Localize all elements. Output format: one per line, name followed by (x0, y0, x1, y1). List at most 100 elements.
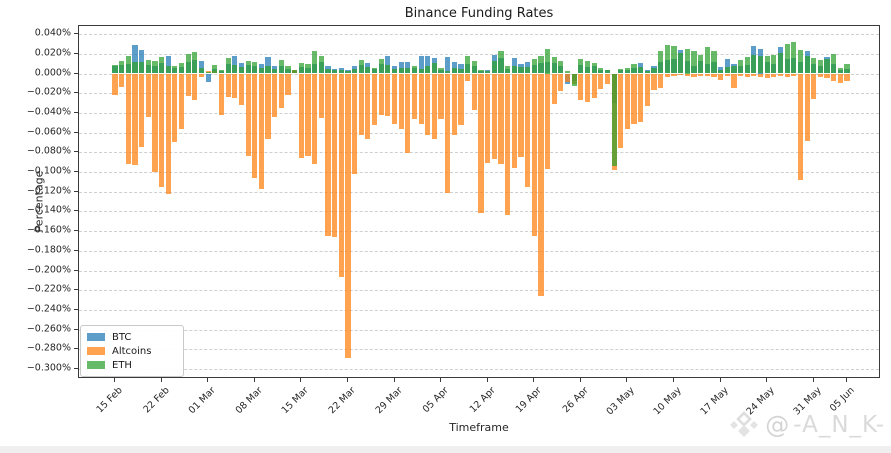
altcoins-bar (351, 73, 358, 174)
altcoins-bar (811, 73, 817, 100)
eth-bar (238, 66, 245, 74)
x-tick (766, 378, 768, 382)
altcoins-bar (491, 73, 497, 160)
altcoins-bar (132, 73, 138, 166)
y-tick-label: −0.180% (26, 244, 71, 256)
eth-bar (837, 67, 843, 74)
altcoins-bar (658, 73, 664, 89)
eth-bar (804, 55, 810, 74)
eth-bar (658, 50, 664, 74)
watermark: @ -A_N_K- (727, 408, 885, 442)
altcoins-bar (245, 73, 251, 157)
eth-bar (757, 55, 764, 74)
y-tick-label: −0.260% (26, 323, 71, 335)
y-tick (74, 249, 78, 251)
y-tick (74, 52, 78, 54)
eth-bar (691, 50, 697, 74)
eth-bar (178, 62, 185, 74)
eth-bar (631, 63, 637, 74)
eth-bar (737, 59, 744, 74)
y-tick-label: −0.240% (26, 303, 71, 315)
eth-bar (644, 70, 650, 74)
eth-bar (604, 69, 611, 74)
x-tick-label: 29 Mar (373, 385, 405, 417)
altcoins-bar (618, 73, 624, 149)
x-tick (626, 378, 628, 382)
legend-label-eth: ETH (112, 359, 132, 371)
eth-bar (391, 68, 398, 74)
eth-bar (544, 48, 551, 74)
y-tick (74, 328, 78, 330)
y-tick (74, 171, 78, 172)
eth-bar (505, 65, 511, 74)
altcoins-bar (265, 73, 271, 139)
eth-bar (478, 69, 484, 74)
altcoins-bar (458, 73, 464, 125)
binance-logo-icon (730, 411, 759, 437)
y-tick (74, 190, 78, 192)
x-tick (440, 378, 442, 382)
altcoins-bar (192, 73, 198, 101)
eth-bar (411, 65, 418, 74)
eth-bar (338, 69, 344, 74)
eth-bar (318, 55, 324, 74)
y-tick-label: −0.040% (26, 106, 71, 118)
eth-swatch-icon (87, 361, 105, 369)
x-tick-label: 03 May (604, 385, 638, 418)
eth-bar (844, 63, 850, 74)
altcoins-bar (165, 73, 171, 194)
altcoins-bar (691, 73, 697, 78)
legend-item-eth: ETH (87, 358, 175, 372)
altcoins-bar (398, 73, 404, 129)
gridline (79, 329, 879, 331)
altcoins-bar (564, 73, 571, 83)
altcoins-bar (332, 73, 338, 237)
altcoins-bar (631, 73, 637, 124)
gridline (79, 309, 879, 311)
altcoins-bar (804, 73, 810, 142)
eth-bar (139, 61, 145, 74)
legend-item-btc: BTC (87, 330, 175, 344)
altcoins-bar (644, 73, 650, 106)
altcoins-bar (718, 73, 724, 81)
eth-bar (564, 70, 571, 74)
eth-bar (152, 60, 158, 74)
y-tick-label: −0.120% (26, 185, 71, 197)
x-tick-label: 01 Mar (186, 385, 218, 417)
at-symbol: @ (765, 411, 790, 439)
altcoins-bar (624, 73, 631, 129)
altcoins-bar (178, 73, 185, 129)
x-axis-label: Timeframe (449, 421, 509, 434)
altcoins-bar (371, 73, 378, 125)
eth-bar (777, 52, 784, 74)
altcoins-bar (172, 73, 178, 143)
altcoins-bar (578, 73, 584, 101)
x-tick-label: 12 Apr (467, 385, 498, 416)
eth-bar (531, 58, 537, 74)
plot-area (78, 25, 880, 378)
eth-bar (731, 65, 737, 74)
altcoins-bar (744, 73, 750, 78)
eth-bar (744, 56, 750, 74)
altcoins-bar (112, 73, 118, 96)
eth-bar (305, 63, 311, 74)
eth-bar (811, 57, 817, 74)
altcoins-bar (411, 73, 418, 119)
altcoins-bar (278, 73, 284, 108)
altcoins-bar (478, 73, 484, 214)
gridline (79, 349, 879, 351)
x-tick (346, 378, 348, 382)
x-tick-label: 15 Feb (94, 385, 125, 416)
btc-bar (425, 55, 431, 74)
y-tick-label: 0.020% (34, 47, 71, 59)
y-tick (74, 230, 78, 232)
eth-bar (824, 58, 830, 74)
eth-bar (185, 53, 191, 74)
watermark-text: -A_N_K- (793, 412, 885, 438)
eth-bar (511, 65, 517, 74)
gridline (79, 369, 879, 370)
eth-bar (378, 58, 384, 74)
gridline (79, 34, 879, 36)
eth-bar (112, 64, 118, 74)
